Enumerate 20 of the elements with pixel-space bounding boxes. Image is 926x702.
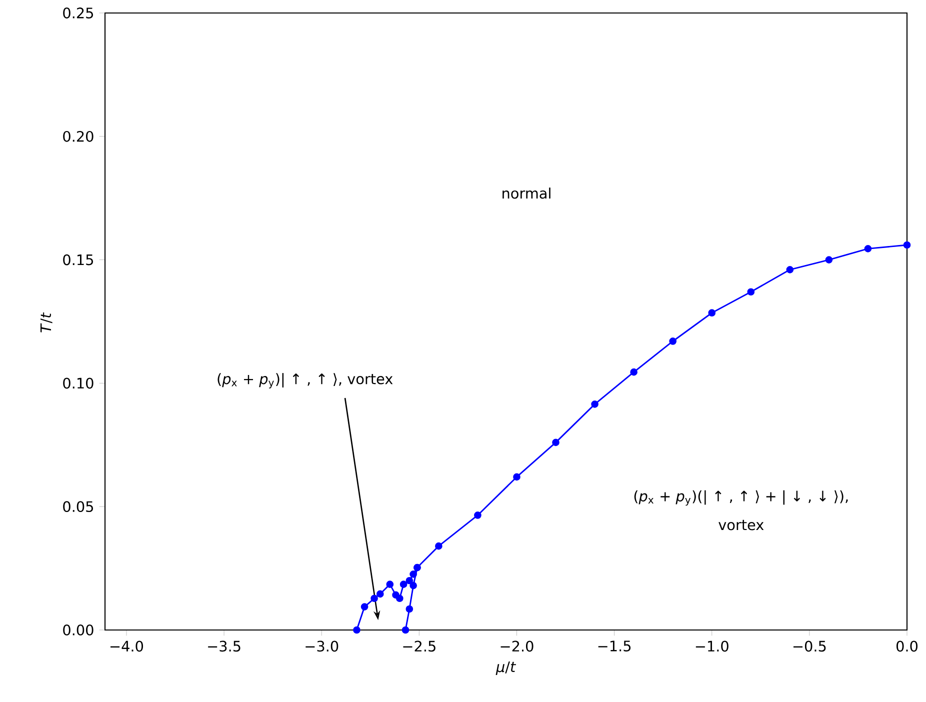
y-tick-label: 0.05 — [63, 501, 93, 512]
y-tick-label: 0.20 — [63, 130, 94, 142]
annotation: vortex — [718, 520, 764, 530]
x-tick-label: −1.0 — [696, 640, 728, 652]
x-tick-label: −4.0 — [110, 640, 144, 652]
y-tick-label: 0.10 — [63, 378, 94, 389]
x-tick-label: −0.5 — [793, 640, 826, 652]
x-tick-label: −2.5 — [403, 640, 436, 652]
y-tick-label: 0.00 — [63, 624, 94, 636]
annotation: (p$_{x}$ + p$_{y}$)| ↑ , ↑ ⟩, vortex — [218, 373, 393, 388]
x-axis-title: μ/t — [496, 662, 516, 675]
annotation: normal — [502, 188, 550, 199]
x-tick-label: −1.5 — [598, 640, 631, 652]
x-tick-label: −3.5 — [208, 640, 240, 652]
y-tick-label: 0.15 — [63, 254, 93, 266]
x-tick-label: −2.0 — [500, 640, 534, 652]
x-tick-label: 0.0 — [896, 640, 918, 652]
y-tick-label: 0.25 — [63, 8, 93, 18]
annotation: (p$_{x}$ + p$_{y}$)(| ↑ , ↑ ⟩ + | ↓ , ↓ ⟩), — [634, 490, 848, 506]
x-tick-label: −3.0 — [306, 640, 338, 652]
